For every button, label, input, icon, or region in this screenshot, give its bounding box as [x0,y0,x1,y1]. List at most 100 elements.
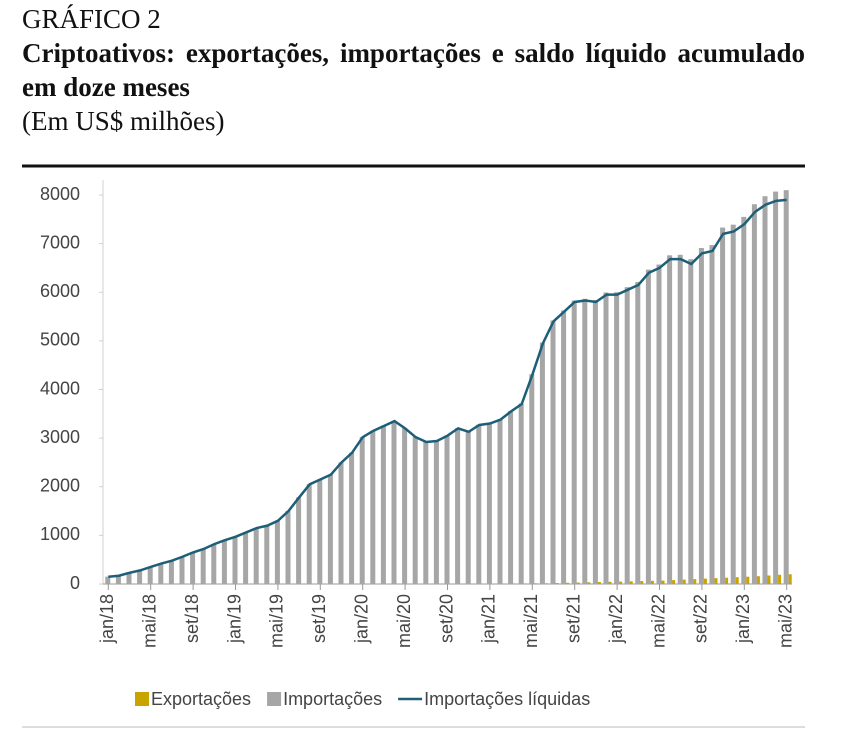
bar [380,425,386,584]
bar [778,574,782,584]
legend-item: Importações líquidas [398,689,590,709]
bar [296,497,302,584]
y-tick-label: 6000 [40,281,80,301]
bar [433,440,439,584]
bar [349,452,355,584]
x-tick-label: jan/23 [733,594,753,644]
bar [115,575,121,584]
bar [635,282,641,584]
x-tick-label: jan/22 [606,594,626,644]
bar [179,556,185,584]
legend-swatch [267,692,282,706]
x-tick-label: mai/19 [267,594,287,648]
bar [555,583,559,584]
bar [592,300,598,584]
bar [168,560,174,584]
bar [147,566,153,584]
bar [709,245,715,585]
bar [518,403,524,584]
bar [667,255,673,585]
bar [211,544,217,584]
x-tick-label: jan/20 [351,594,371,644]
bar [751,204,757,584]
bar [725,577,729,584]
chart-label: GRÁFICO 2 [22,4,161,34]
bar [486,423,492,584]
x-tick-label: mai/21 [521,594,541,648]
header: GRÁFICO 2 Criptoativos: exportações, imp… [22,2,805,138]
bar [566,582,570,584]
y-tick-label: 8000 [40,184,80,204]
x-tick-label: mai/18 [139,594,159,648]
bar [274,520,280,584]
bar [656,264,662,584]
bar [561,310,567,584]
bar [534,583,538,584]
bar [158,563,164,584]
legend-label: Exportações [151,689,251,709]
bar [756,576,760,584]
bar [232,536,238,584]
bar [476,424,482,584]
bar [523,583,527,584]
bar [137,570,143,584]
legend-item: Importações [267,689,382,709]
bar [576,582,580,584]
bar [677,254,683,584]
x-tick-label: set/22 [691,594,711,643]
y-tick-label: 7000 [40,232,80,252]
bar [190,552,196,584]
bar [672,580,676,584]
bar [529,374,535,584]
bar [402,428,408,584]
bar [539,342,545,584]
bar [253,527,259,584]
bar [497,419,503,584]
bar [544,583,548,584]
bar [746,576,750,584]
bar [338,462,344,584]
x-tick-label: set/20 [436,594,456,643]
x-tick-label: mai/22 [648,594,668,648]
bar [640,581,644,584]
bar [730,224,736,584]
y-tick-label: 1000 [40,524,80,544]
legend-item: Exportações [135,689,251,709]
bar [624,287,630,584]
bar [788,574,792,584]
bar [614,292,620,584]
bar [688,259,694,584]
bar [720,227,726,585]
bar [714,578,718,584]
x-tick-label: set/18 [182,594,202,643]
bar [571,300,577,584]
bar [629,581,633,584]
bar [762,196,768,584]
chart-title: Criptoativos: exportações, importações e… [22,38,805,102]
bar [587,582,591,584]
bar [264,525,270,584]
bar [513,583,517,584]
bar [741,216,747,584]
bar [327,474,333,584]
bar [773,191,779,584]
bar [317,479,323,584]
bar [306,484,312,584]
y-tick-label: 2000 [40,476,80,496]
bar [243,532,249,584]
bar [105,576,111,584]
bar [370,430,376,584]
bar [285,510,291,584]
legend-label: Importações líquidas [424,689,590,709]
y-tick-label: 3000 [40,427,80,447]
bar [550,320,556,584]
x-tick-label: jan/18 [97,594,117,644]
bar [391,420,397,584]
bar [608,581,612,584]
bar [582,298,588,584]
bar [619,581,623,584]
y-tick-label: 4000 [40,378,80,398]
bar [767,575,771,584]
